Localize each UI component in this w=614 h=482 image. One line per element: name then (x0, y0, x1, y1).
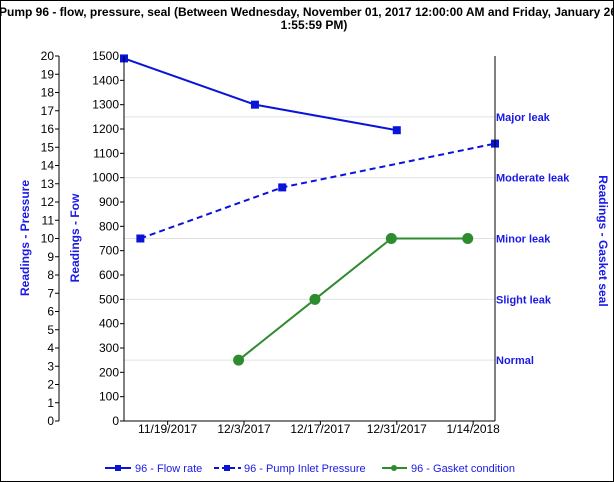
flow-tick-label: 200 (99, 365, 119, 379)
legend-item-flow-rate: 96 - Flow rate (105, 463, 202, 475)
data-point (385, 233, 397, 244)
pressure-tick-label: 15 (41, 140, 55, 154)
flow-tick-label: 400 (99, 317, 119, 331)
flow-tick-label: 900 (99, 195, 119, 209)
pressure-tick-label: 10 (41, 232, 55, 246)
flow-tick-label: 1300 (92, 98, 119, 112)
gasket-axis-title: Readings - Gasket seal (596, 175, 610, 306)
x-tick-label: 1/14/2018 (446, 422, 500, 436)
flow-tick-label: 1400 (92, 73, 119, 87)
pressure-tick-label: 12 (41, 195, 55, 209)
gasket-tick-label: Major leak (496, 112, 551, 124)
pressure-tick-label: 7 (47, 286, 54, 300)
pressure-tick-label: 4 (47, 341, 54, 355)
data-point (462, 233, 474, 244)
flow-tick-label: 1100 (93, 146, 119, 160)
pressure-tick-label: 5 (47, 323, 54, 337)
pressure-tick-label: 18 (41, 86, 55, 100)
legend-label-flow-rate: 96 - Flow rate (135, 463, 202, 475)
pressure-tick-label: 3 (47, 359, 54, 373)
series-line (123, 57, 397, 132)
pressure-tick-label: 11 (42, 213, 55, 227)
flow-tick-label: 1200 (92, 122, 119, 136)
flow-tick-label: 1500 (92, 49, 119, 63)
data-point (392, 126, 401, 135)
data-point (278, 183, 287, 192)
pressure-tick-label: 16 (41, 122, 55, 136)
flow-tick-label: 600 (99, 268, 119, 282)
pressure-tick-label: 0 (47, 414, 54, 428)
pressure-axis-title: Readings - Pressure (18, 180, 32, 296)
pressure-tick-label: 6 (47, 305, 54, 319)
data-point (250, 100, 259, 109)
legend: 96 - Flow rate 96 - Pump Inlet Pressure … (105, 463, 515, 475)
gasket-tick-label: Normal (496, 355, 534, 367)
data-point (136, 234, 145, 243)
legend-item-pump-inlet-pressure: 96 - Pump Inlet Pressure (214, 463, 366, 475)
pressure-tick-label: 2 (47, 378, 54, 392)
legend-label-pump-inlet-pressure: 96 - Pump Inlet Pressure (244, 463, 366, 475)
pressure-tick-label: 1 (47, 396, 54, 410)
x-tick-label: 12/17/2017 (290, 422, 350, 436)
pressure-tick-label: 8 (47, 268, 54, 282)
pressure-tick-label: 14 (41, 159, 55, 173)
chart-title-line-1: Pump 96 - flow, pressure, seal (Between … (1, 5, 613, 19)
flow-tick-label: 0 (112, 414, 119, 428)
pressure-tick-label: 19 (41, 67, 55, 81)
data-point (233, 354, 245, 366)
x-tick-label: 12/3/2017 (217, 422, 271, 436)
gasket-tick-label: Minor leak (496, 234, 551, 246)
flow-tick-label: 700 (99, 244, 119, 258)
data-point (309, 293, 321, 305)
pressure-tick-label: 17 (41, 104, 55, 118)
flow-tick-label: 1000 (92, 171, 119, 185)
flow-tick-label: 500 (99, 292, 119, 306)
chart-title-line-2: 1:55:59 PM) (281, 18, 348, 32)
legend-item-gasket-condition: 96 - Gasket condition (382, 463, 515, 475)
flow-tick-label: 100 (99, 390, 119, 404)
gasket-tick-label: Moderate leak (496, 173, 570, 185)
x-tick-label: 12/31/2017 (367, 422, 427, 436)
pressure-tick-label: 13 (41, 177, 55, 191)
legend-label-gasket-condition: 96 - Gasket condition (411, 463, 515, 475)
flow-axis-title: Readings - Fow (68, 193, 82, 282)
gasket-tick-label: Slight leak (496, 294, 552, 306)
series-line (140, 142, 496, 240)
flow-tick-label: 300 (99, 341, 119, 355)
flow-tick-label: 800 (99, 219, 119, 233)
pressure-tick-label: 9 (47, 250, 54, 264)
pressure-tick-label: 20 (41, 49, 55, 63)
series-line (237, 237, 468, 361)
x-tick-label: 11/19/2017 (138, 422, 197, 436)
